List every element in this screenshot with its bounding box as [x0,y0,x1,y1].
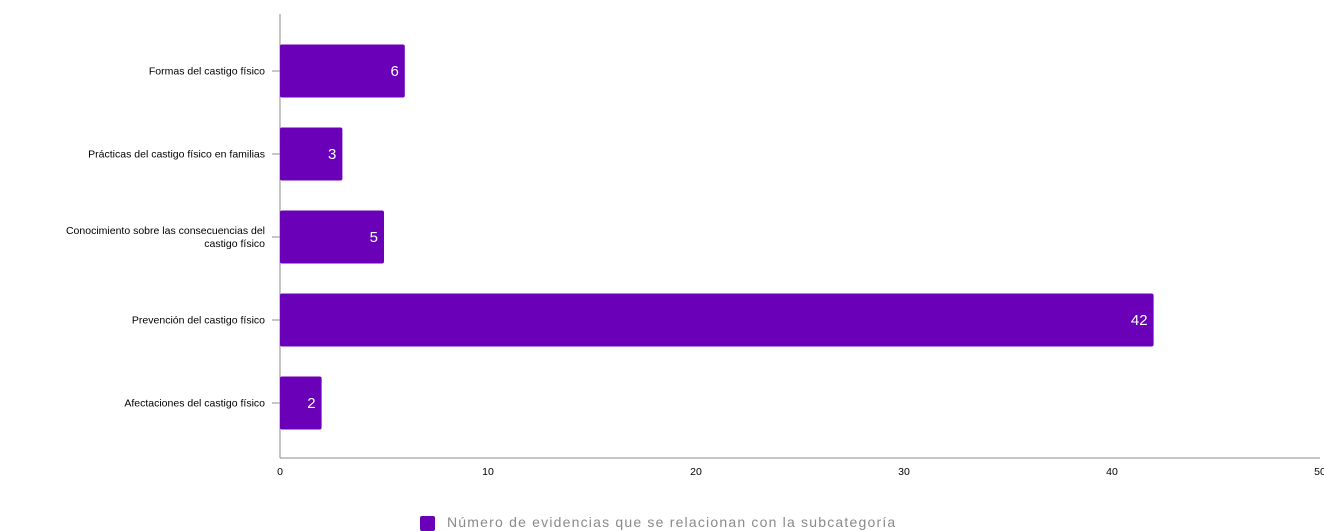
bar [280,293,1154,347]
category-label-line: castigo físico [204,238,265,250]
data-label: 5 [370,229,378,246]
legend-swatch [420,516,435,531]
category-label-line: Afectaciones del castigo físico [124,398,265,410]
legend-label: Número de evidencias que se relacionan c… [447,514,896,530]
x-tick-label: 20 [690,466,702,478]
data-label: 3 [328,146,336,163]
x-tick-label: 0 [277,466,283,478]
category-label: Afectaciones del castigo físico [124,398,265,410]
category-label: Conocimiento sobre las consecuencias del… [66,225,265,250]
category-label-line: Formas del castigo físico [149,66,265,78]
legend: Número de evidencias que se relacionan c… [420,514,896,531]
bar [280,127,343,181]
data-label: 42 [1131,312,1148,329]
x-tick-label: 40 [1106,466,1118,478]
x-tick-label: 50 [1314,466,1324,478]
x-tick-label: 30 [898,466,910,478]
category-label: Prevención del castigo físico [132,315,265,327]
data-label: 2 [307,395,315,412]
category-labels: Formas del castigo físico Prácticas del c… [66,66,265,410]
x-tick-labels: 0 10 20 30 40 50 [277,466,1324,478]
category-label-line: Conocimiento sobre las consecuencias del [66,225,265,237]
bar [280,210,384,264]
category-label-line: Prevención del castigo físico [132,315,265,327]
category-label-line: Prácticas del castigo físico en familias [88,149,265,161]
x-tick-label: 10 [482,466,494,478]
bars: 6 3 5 42 2 [280,44,1154,430]
data-label: 6 [390,63,398,80]
bar [280,376,322,430]
axes [272,14,1320,459]
category-label: Formas del castigo físico [149,66,265,78]
bar [280,44,405,98]
category-label: Prácticas del castigo físico en familias [88,149,265,161]
